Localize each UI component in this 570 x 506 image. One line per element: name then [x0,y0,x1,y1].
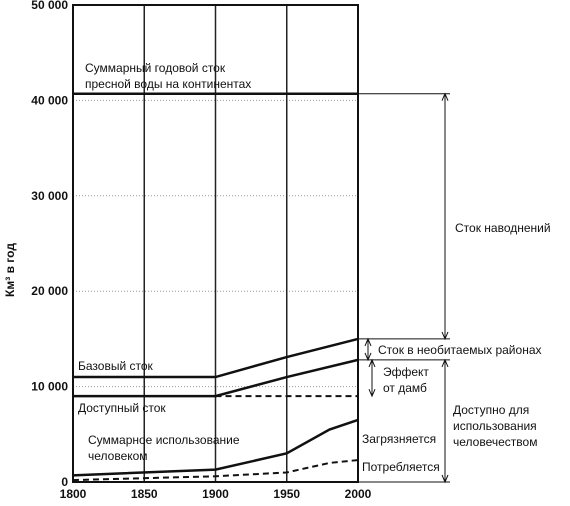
x-tick-label: 2000 [345,487,372,501]
annotation: от дамб [383,381,427,395]
y-tick-label: 50 000 [31,0,68,12]
y-axis-title: Км³ в год [3,243,17,297]
x-tick-label: 1900 [202,487,229,501]
y-tick-label: 20 000 [31,284,68,298]
annotation: человечеством [453,435,537,449]
arrow-head [441,474,449,484]
y-tick-label: 10 000 [31,380,68,394]
annotation: Потребляется [362,460,440,474]
x-tick-label: 1800 [60,487,87,501]
series-line [72,459,359,482]
annotation: Базовый сток [78,359,154,373]
y-tick-label: 40 000 [31,93,68,107]
y-tick-label: 30 000 [31,189,68,203]
arrow-head [368,358,376,368]
annotation: Загрязняется [362,432,436,446]
annotation: Сток наводнений [455,221,551,235]
annotation: человеком [88,449,148,463]
arrow-head [441,331,449,341]
plot-frame [72,4,359,483]
annotation: использования [453,419,537,433]
series-line [73,337,359,379]
series-line [72,418,359,477]
x-tick-label: 1950 [273,487,300,501]
arrow-head [368,388,376,398]
arrow-head [364,337,372,347]
y-tick-label: 0 [61,475,68,489]
annotation: Доступно для [453,403,529,417]
annotation: Суммарный годовой сток [85,61,226,75]
annotation: Эффект [383,365,429,379]
annotation: Суммарное использование [88,433,240,447]
arrow-head [441,92,449,101]
annotation: пресной воды на континентах [85,77,251,91]
arrow-head [441,358,449,368]
x-tick-label: 1850 [131,487,158,501]
arrow-head [364,352,372,362]
annotation: Сток в необитаемых районах [378,343,542,357]
series-line [215,358,359,398]
annotation: Доступный сток [78,401,166,415]
